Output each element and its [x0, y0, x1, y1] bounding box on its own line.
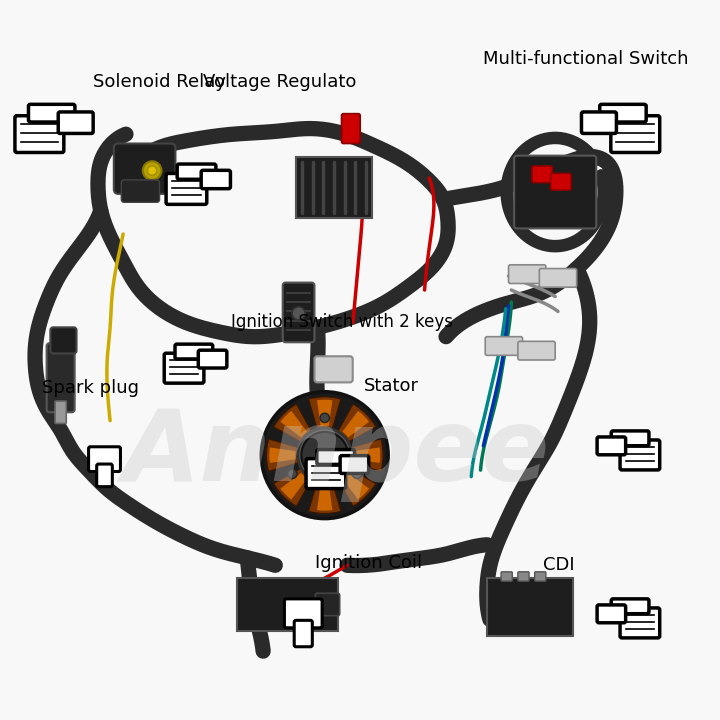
Text: Spark plug: Spark plug	[42, 379, 139, 397]
FancyBboxPatch shape	[50, 328, 76, 354]
Wedge shape	[354, 447, 380, 463]
FancyBboxPatch shape	[485, 337, 523, 356]
Wedge shape	[280, 411, 307, 438]
FancyBboxPatch shape	[166, 174, 207, 204]
FancyBboxPatch shape	[620, 608, 660, 638]
Wedge shape	[351, 439, 383, 472]
FancyBboxPatch shape	[340, 456, 369, 474]
Wedge shape	[269, 447, 296, 463]
Text: Stator: Stator	[364, 377, 419, 395]
FancyBboxPatch shape	[487, 578, 573, 636]
FancyBboxPatch shape	[294, 621, 312, 647]
FancyBboxPatch shape	[551, 174, 571, 190]
Circle shape	[297, 428, 352, 482]
FancyBboxPatch shape	[535, 572, 546, 581]
Text: Ignition Coil: Ignition Coil	[315, 554, 423, 572]
Wedge shape	[309, 397, 341, 430]
FancyBboxPatch shape	[283, 282, 315, 342]
FancyBboxPatch shape	[114, 143, 176, 194]
FancyBboxPatch shape	[47, 343, 75, 413]
FancyBboxPatch shape	[501, 572, 512, 581]
FancyBboxPatch shape	[237, 578, 338, 631]
FancyBboxPatch shape	[121, 180, 160, 202]
Text: CDI: CDI	[543, 556, 575, 574]
FancyBboxPatch shape	[518, 572, 529, 581]
FancyBboxPatch shape	[296, 156, 372, 218]
Wedge shape	[274, 404, 312, 442]
FancyBboxPatch shape	[96, 464, 112, 487]
Wedge shape	[338, 404, 376, 442]
FancyBboxPatch shape	[315, 593, 340, 616]
FancyBboxPatch shape	[597, 605, 626, 623]
FancyBboxPatch shape	[539, 269, 577, 287]
Text: Annpee: Annpee	[122, 405, 549, 502]
FancyBboxPatch shape	[29, 104, 75, 122]
Text: Ignition Switch with 2 keys: Ignition Switch with 2 keys	[231, 313, 454, 331]
Text: Multi-functional Switch: Multi-functional Switch	[483, 50, 689, 68]
FancyBboxPatch shape	[315, 356, 353, 382]
FancyBboxPatch shape	[597, 437, 626, 455]
Wedge shape	[338, 468, 376, 506]
Wedge shape	[317, 485, 333, 510]
Text: Voltage Regulato: Voltage Regulato	[204, 73, 357, 91]
Wedge shape	[274, 468, 312, 506]
FancyBboxPatch shape	[611, 116, 660, 153]
Wedge shape	[266, 439, 299, 472]
Circle shape	[288, 469, 297, 479]
FancyBboxPatch shape	[164, 354, 204, 383]
FancyBboxPatch shape	[55, 401, 66, 423]
FancyBboxPatch shape	[518, 341, 555, 360]
FancyBboxPatch shape	[620, 440, 660, 470]
FancyBboxPatch shape	[582, 112, 616, 133]
Circle shape	[352, 469, 361, 479]
FancyBboxPatch shape	[201, 171, 230, 189]
Wedge shape	[342, 473, 369, 500]
Circle shape	[292, 307, 305, 320]
Wedge shape	[317, 400, 333, 426]
FancyBboxPatch shape	[15, 116, 64, 153]
FancyBboxPatch shape	[611, 599, 649, 613]
FancyBboxPatch shape	[89, 447, 120, 472]
FancyBboxPatch shape	[514, 156, 596, 228]
FancyBboxPatch shape	[508, 265, 546, 284]
FancyBboxPatch shape	[58, 112, 93, 133]
FancyBboxPatch shape	[306, 459, 346, 489]
Circle shape	[320, 413, 329, 423]
Circle shape	[261, 392, 388, 518]
FancyBboxPatch shape	[317, 449, 354, 464]
Circle shape	[148, 166, 157, 175]
FancyBboxPatch shape	[198, 350, 227, 368]
Circle shape	[302, 432, 348, 479]
FancyBboxPatch shape	[175, 344, 212, 359]
FancyBboxPatch shape	[177, 164, 216, 179]
Wedge shape	[280, 473, 307, 500]
FancyBboxPatch shape	[532, 166, 552, 183]
Wedge shape	[342, 411, 369, 438]
Wedge shape	[309, 481, 341, 513]
FancyBboxPatch shape	[284, 599, 322, 628]
Text: Solenoid Relay: Solenoid Relay	[94, 73, 226, 91]
FancyBboxPatch shape	[600, 104, 646, 122]
Circle shape	[143, 161, 161, 180]
FancyBboxPatch shape	[341, 114, 360, 143]
FancyBboxPatch shape	[611, 431, 649, 446]
